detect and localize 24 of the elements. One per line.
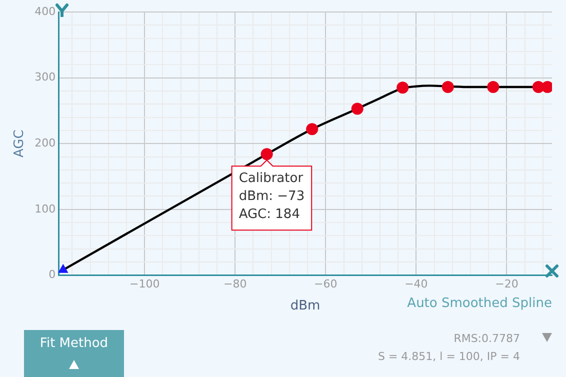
x-tick-label: −80	[224, 278, 247, 291]
x-tick-label: −40	[404, 278, 428, 291]
text: RMS:0.7787	[454, 332, 520, 345]
x-axis-title: dBm	[290, 298, 320, 314]
point	[442, 81, 454, 94]
text: Fit Method	[38, 336, 110, 351]
y-tick-label: 300	[34, 70, 56, 84]
x-tick-label: −100	[129, 278, 160, 291]
point	[487, 81, 500, 94]
point	[260, 148, 273, 160]
y-tick-label: 0	[48, 268, 56, 282]
y-axis-title: AGC	[12, 130, 28, 158]
point	[396, 82, 409, 94]
text: S = 4.851, l = 100, IP = 4	[378, 350, 520, 363]
y-tick-label: 100	[34, 202, 56, 216]
y-tick-label: 400	[34, 4, 56, 18]
x-tick-label: −20	[495, 278, 518, 291]
text: Auto Smoothed Spline	[407, 296, 552, 311]
x-tick-label: −60	[314, 278, 338, 291]
y-tick-label: 200	[34, 136, 56, 150]
point	[306, 123, 318, 136]
point	[351, 102, 364, 115]
point	[58, 264, 68, 273]
annotation: Calibrator dBm: −73 AGC: 184	[238, 171, 305, 222]
